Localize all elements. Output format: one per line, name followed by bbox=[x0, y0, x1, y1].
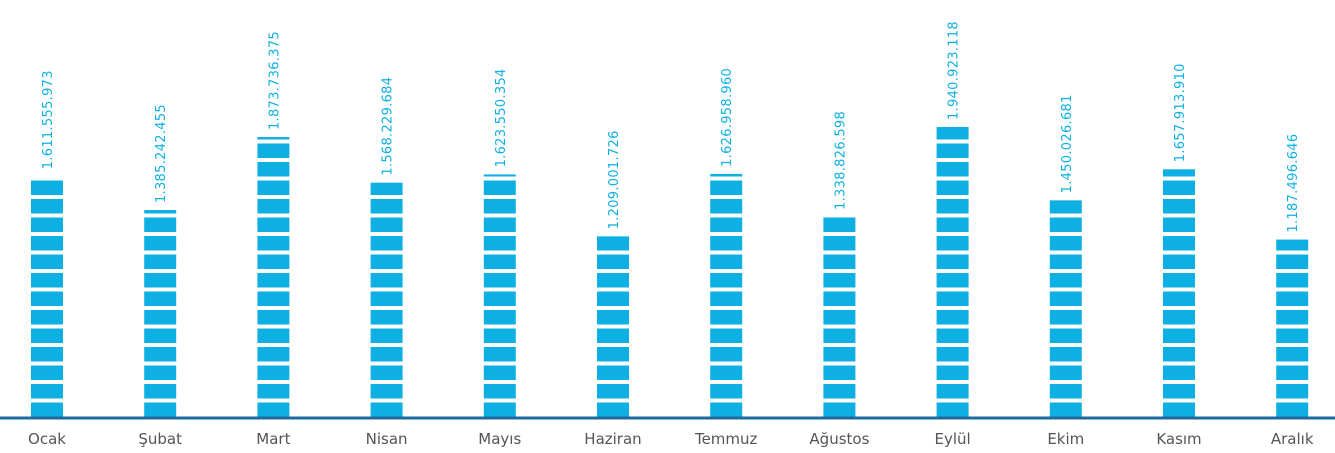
x-tick-label: Haziran bbox=[584, 430, 641, 448]
x-axis-labels-group: Ocak Şubat Mart Nisan Mayıs Haziran Temmuz Ağus… bbox=[28, 430, 1314, 448]
value-label: 1.611.555.973 bbox=[41, 70, 56, 169]
bar-mart bbox=[257, 137, 290, 417]
x-tick-label: Kasım bbox=[1156, 430, 1201, 448]
x-tick-label: Şubat bbox=[138, 430, 182, 448]
bar-kasım bbox=[1163, 169, 1195, 417]
value-label: 1.626.958.960 bbox=[720, 68, 735, 167]
value-label: 1.450.026.681 bbox=[1060, 94, 1075, 193]
bar-ağustos bbox=[823, 217, 856, 417]
x-tick-label: Nisan bbox=[366, 430, 408, 448]
x-tick-label: Eylül bbox=[934, 430, 970, 448]
value-label: 1.209.001.726 bbox=[607, 130, 622, 229]
value-label: 1.940.923.118 bbox=[947, 21, 962, 120]
x-tick-label: Ağustos bbox=[809, 430, 869, 448]
bar-ocak bbox=[31, 180, 63, 417]
bars-group bbox=[31, 127, 1309, 417]
value-label: 1.338.826.598 bbox=[833, 111, 848, 210]
x-tick-label: Mart bbox=[256, 430, 290, 448]
value-label: 1.657.913.910 bbox=[1173, 63, 1188, 162]
value-label: 1.385.242.455 bbox=[154, 104, 169, 203]
bar-eylül bbox=[936, 127, 969, 417]
x-tick-label: Temmuz bbox=[694, 430, 758, 448]
bar-mayıs bbox=[483, 174, 516, 417]
value-label: 1.873.736.375 bbox=[267, 31, 282, 130]
bar-haziran bbox=[597, 236, 629, 417]
bar-temmuz bbox=[710, 173, 743, 417]
value-label: 1.187.496.646 bbox=[1286, 134, 1301, 233]
value-labels-group: 1.611.555.973 1.385.242.455 1.873.736.375 1… bbox=[41, 21, 1301, 233]
x-tick-label: Ocak bbox=[28, 430, 66, 448]
x-tick-label: Ekim bbox=[1047, 430, 1084, 448]
bar-şubat bbox=[144, 210, 177, 417]
bar-nisan bbox=[370, 182, 403, 417]
value-label: 1.623.550.354 bbox=[494, 68, 509, 167]
value-label: 1.568.229.684 bbox=[381, 77, 396, 176]
bar-ekim bbox=[1049, 200, 1082, 417]
bar-aralık bbox=[1276, 239, 1309, 417]
x-tick-label: Mayıs bbox=[478, 430, 521, 448]
x-tick-label: Aralık bbox=[1271, 430, 1314, 448]
